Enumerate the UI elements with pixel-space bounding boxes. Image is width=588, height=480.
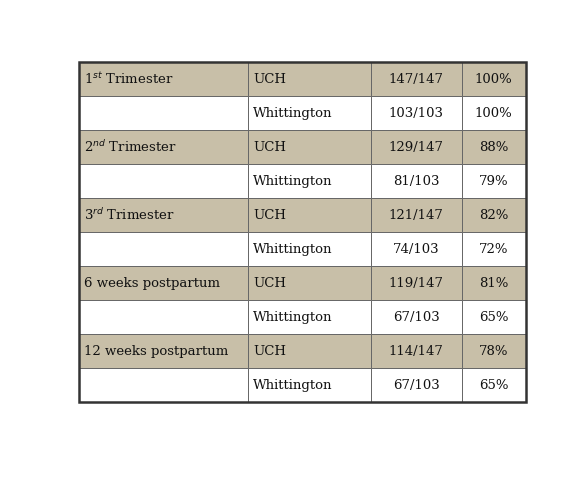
Text: 2$^{nd}$ Trimester: 2$^{nd}$ Trimester bbox=[85, 139, 178, 155]
Bar bbox=[79, 334, 248, 368]
Bar bbox=[462, 96, 526, 130]
Bar bbox=[248, 368, 370, 402]
Text: 67/103: 67/103 bbox=[393, 379, 440, 392]
Text: 3$^{rd}$ Trimester: 3$^{rd}$ Trimester bbox=[85, 207, 175, 223]
Bar bbox=[462, 368, 526, 402]
Bar bbox=[462, 198, 526, 232]
Text: UCH: UCH bbox=[253, 72, 286, 85]
Bar bbox=[79, 130, 248, 164]
Text: Whittington: Whittington bbox=[253, 175, 333, 188]
Bar bbox=[462, 62, 526, 96]
Bar bbox=[462, 300, 526, 334]
Bar bbox=[370, 164, 462, 198]
Bar bbox=[248, 130, 370, 164]
Text: 81%: 81% bbox=[479, 276, 509, 289]
Text: Whittington: Whittington bbox=[253, 311, 333, 324]
Bar bbox=[248, 334, 370, 368]
Text: 129/147: 129/147 bbox=[389, 141, 444, 154]
Text: 121/147: 121/147 bbox=[389, 208, 443, 222]
Text: 81/103: 81/103 bbox=[393, 175, 439, 188]
Text: Whittington: Whittington bbox=[253, 379, 333, 392]
Text: Whittington: Whittington bbox=[253, 107, 333, 120]
Text: 103/103: 103/103 bbox=[389, 107, 444, 120]
Text: 65%: 65% bbox=[479, 379, 509, 392]
Text: 65%: 65% bbox=[479, 311, 509, 324]
Bar bbox=[248, 96, 370, 130]
Bar bbox=[370, 96, 462, 130]
Bar bbox=[370, 334, 462, 368]
Text: 100%: 100% bbox=[475, 107, 513, 120]
Text: 67/103: 67/103 bbox=[393, 311, 440, 324]
Bar bbox=[462, 164, 526, 198]
Text: 114/147: 114/147 bbox=[389, 345, 443, 358]
Text: Whittington: Whittington bbox=[253, 242, 333, 255]
Bar bbox=[370, 130, 462, 164]
Bar bbox=[79, 62, 248, 96]
Bar bbox=[462, 334, 526, 368]
Text: 12 weeks postpartum: 12 weeks postpartum bbox=[85, 345, 229, 358]
Bar bbox=[370, 198, 462, 232]
Text: 72%: 72% bbox=[479, 242, 509, 255]
Text: 6 weeks postpartum: 6 weeks postpartum bbox=[85, 276, 220, 289]
Bar bbox=[248, 198, 370, 232]
Text: UCH: UCH bbox=[253, 141, 286, 154]
Text: 100%: 100% bbox=[475, 72, 513, 85]
Bar bbox=[370, 266, 462, 300]
Bar bbox=[462, 266, 526, 300]
Bar bbox=[79, 96, 248, 130]
Bar bbox=[79, 368, 248, 402]
Bar bbox=[79, 266, 248, 300]
Bar bbox=[248, 62, 370, 96]
Text: 147/147: 147/147 bbox=[389, 72, 444, 85]
Text: 88%: 88% bbox=[479, 141, 509, 154]
Bar bbox=[79, 232, 248, 266]
Bar bbox=[370, 62, 462, 96]
Bar bbox=[370, 232, 462, 266]
Text: 78%: 78% bbox=[479, 345, 509, 358]
Text: 82%: 82% bbox=[479, 208, 509, 222]
Text: 1$^{st}$ Trimester: 1$^{st}$ Trimester bbox=[85, 71, 174, 87]
Text: UCH: UCH bbox=[253, 345, 286, 358]
Text: UCH: UCH bbox=[253, 276, 286, 289]
Text: UCH: UCH bbox=[253, 208, 286, 222]
Bar bbox=[79, 300, 248, 334]
Text: 119/147: 119/147 bbox=[389, 276, 444, 289]
Bar bbox=[462, 232, 526, 266]
Bar bbox=[248, 300, 370, 334]
Bar bbox=[462, 130, 526, 164]
Bar bbox=[370, 300, 462, 334]
Text: 79%: 79% bbox=[479, 175, 509, 188]
Bar bbox=[370, 368, 462, 402]
Bar bbox=[248, 164, 370, 198]
Bar bbox=[79, 198, 248, 232]
Text: 74/103: 74/103 bbox=[393, 242, 439, 255]
Bar bbox=[248, 266, 370, 300]
Bar bbox=[248, 232, 370, 266]
Bar bbox=[79, 164, 248, 198]
